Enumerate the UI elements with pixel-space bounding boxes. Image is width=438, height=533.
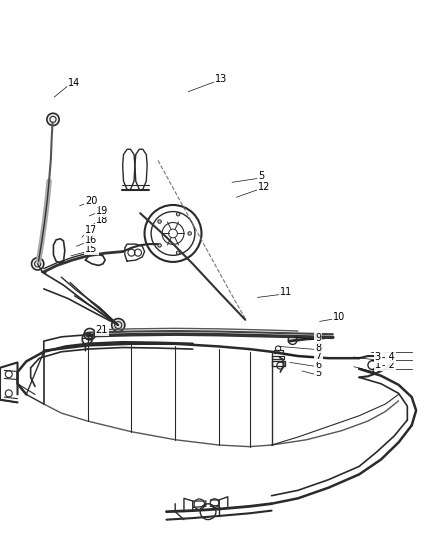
Text: 7: 7 — [315, 351, 321, 361]
Text: 12: 12 — [258, 182, 271, 191]
Text: 5: 5 — [258, 171, 265, 181]
Circle shape — [177, 251, 180, 254]
Circle shape — [158, 244, 161, 247]
Text: 15: 15 — [85, 245, 98, 254]
Text: - 2: - 2 — [382, 360, 395, 370]
Text: 17: 17 — [85, 225, 98, 235]
Circle shape — [188, 232, 191, 235]
Text: - 4: - 4 — [382, 352, 395, 362]
Text: 8: 8 — [315, 343, 321, 352]
Text: 18: 18 — [95, 215, 108, 225]
Circle shape — [32, 257, 44, 270]
Text: 11: 11 — [280, 287, 293, 297]
Text: 16: 16 — [85, 235, 98, 245]
Circle shape — [112, 319, 125, 332]
Text: 5: 5 — [315, 368, 321, 378]
Text: 1: 1 — [374, 360, 381, 370]
Circle shape — [177, 213, 180, 216]
Text: 3: 3 — [374, 352, 381, 362]
Text: 9: 9 — [315, 334, 321, 343]
Text: 6: 6 — [315, 360, 321, 369]
Text: 19: 19 — [95, 206, 108, 215]
Text: 13: 13 — [215, 74, 227, 84]
Text: 14: 14 — [68, 78, 80, 87]
Text: 10: 10 — [333, 312, 345, 321]
Text: 20: 20 — [85, 196, 98, 206]
Circle shape — [158, 220, 161, 223]
Circle shape — [47, 113, 59, 126]
Text: 21: 21 — [95, 326, 108, 335]
